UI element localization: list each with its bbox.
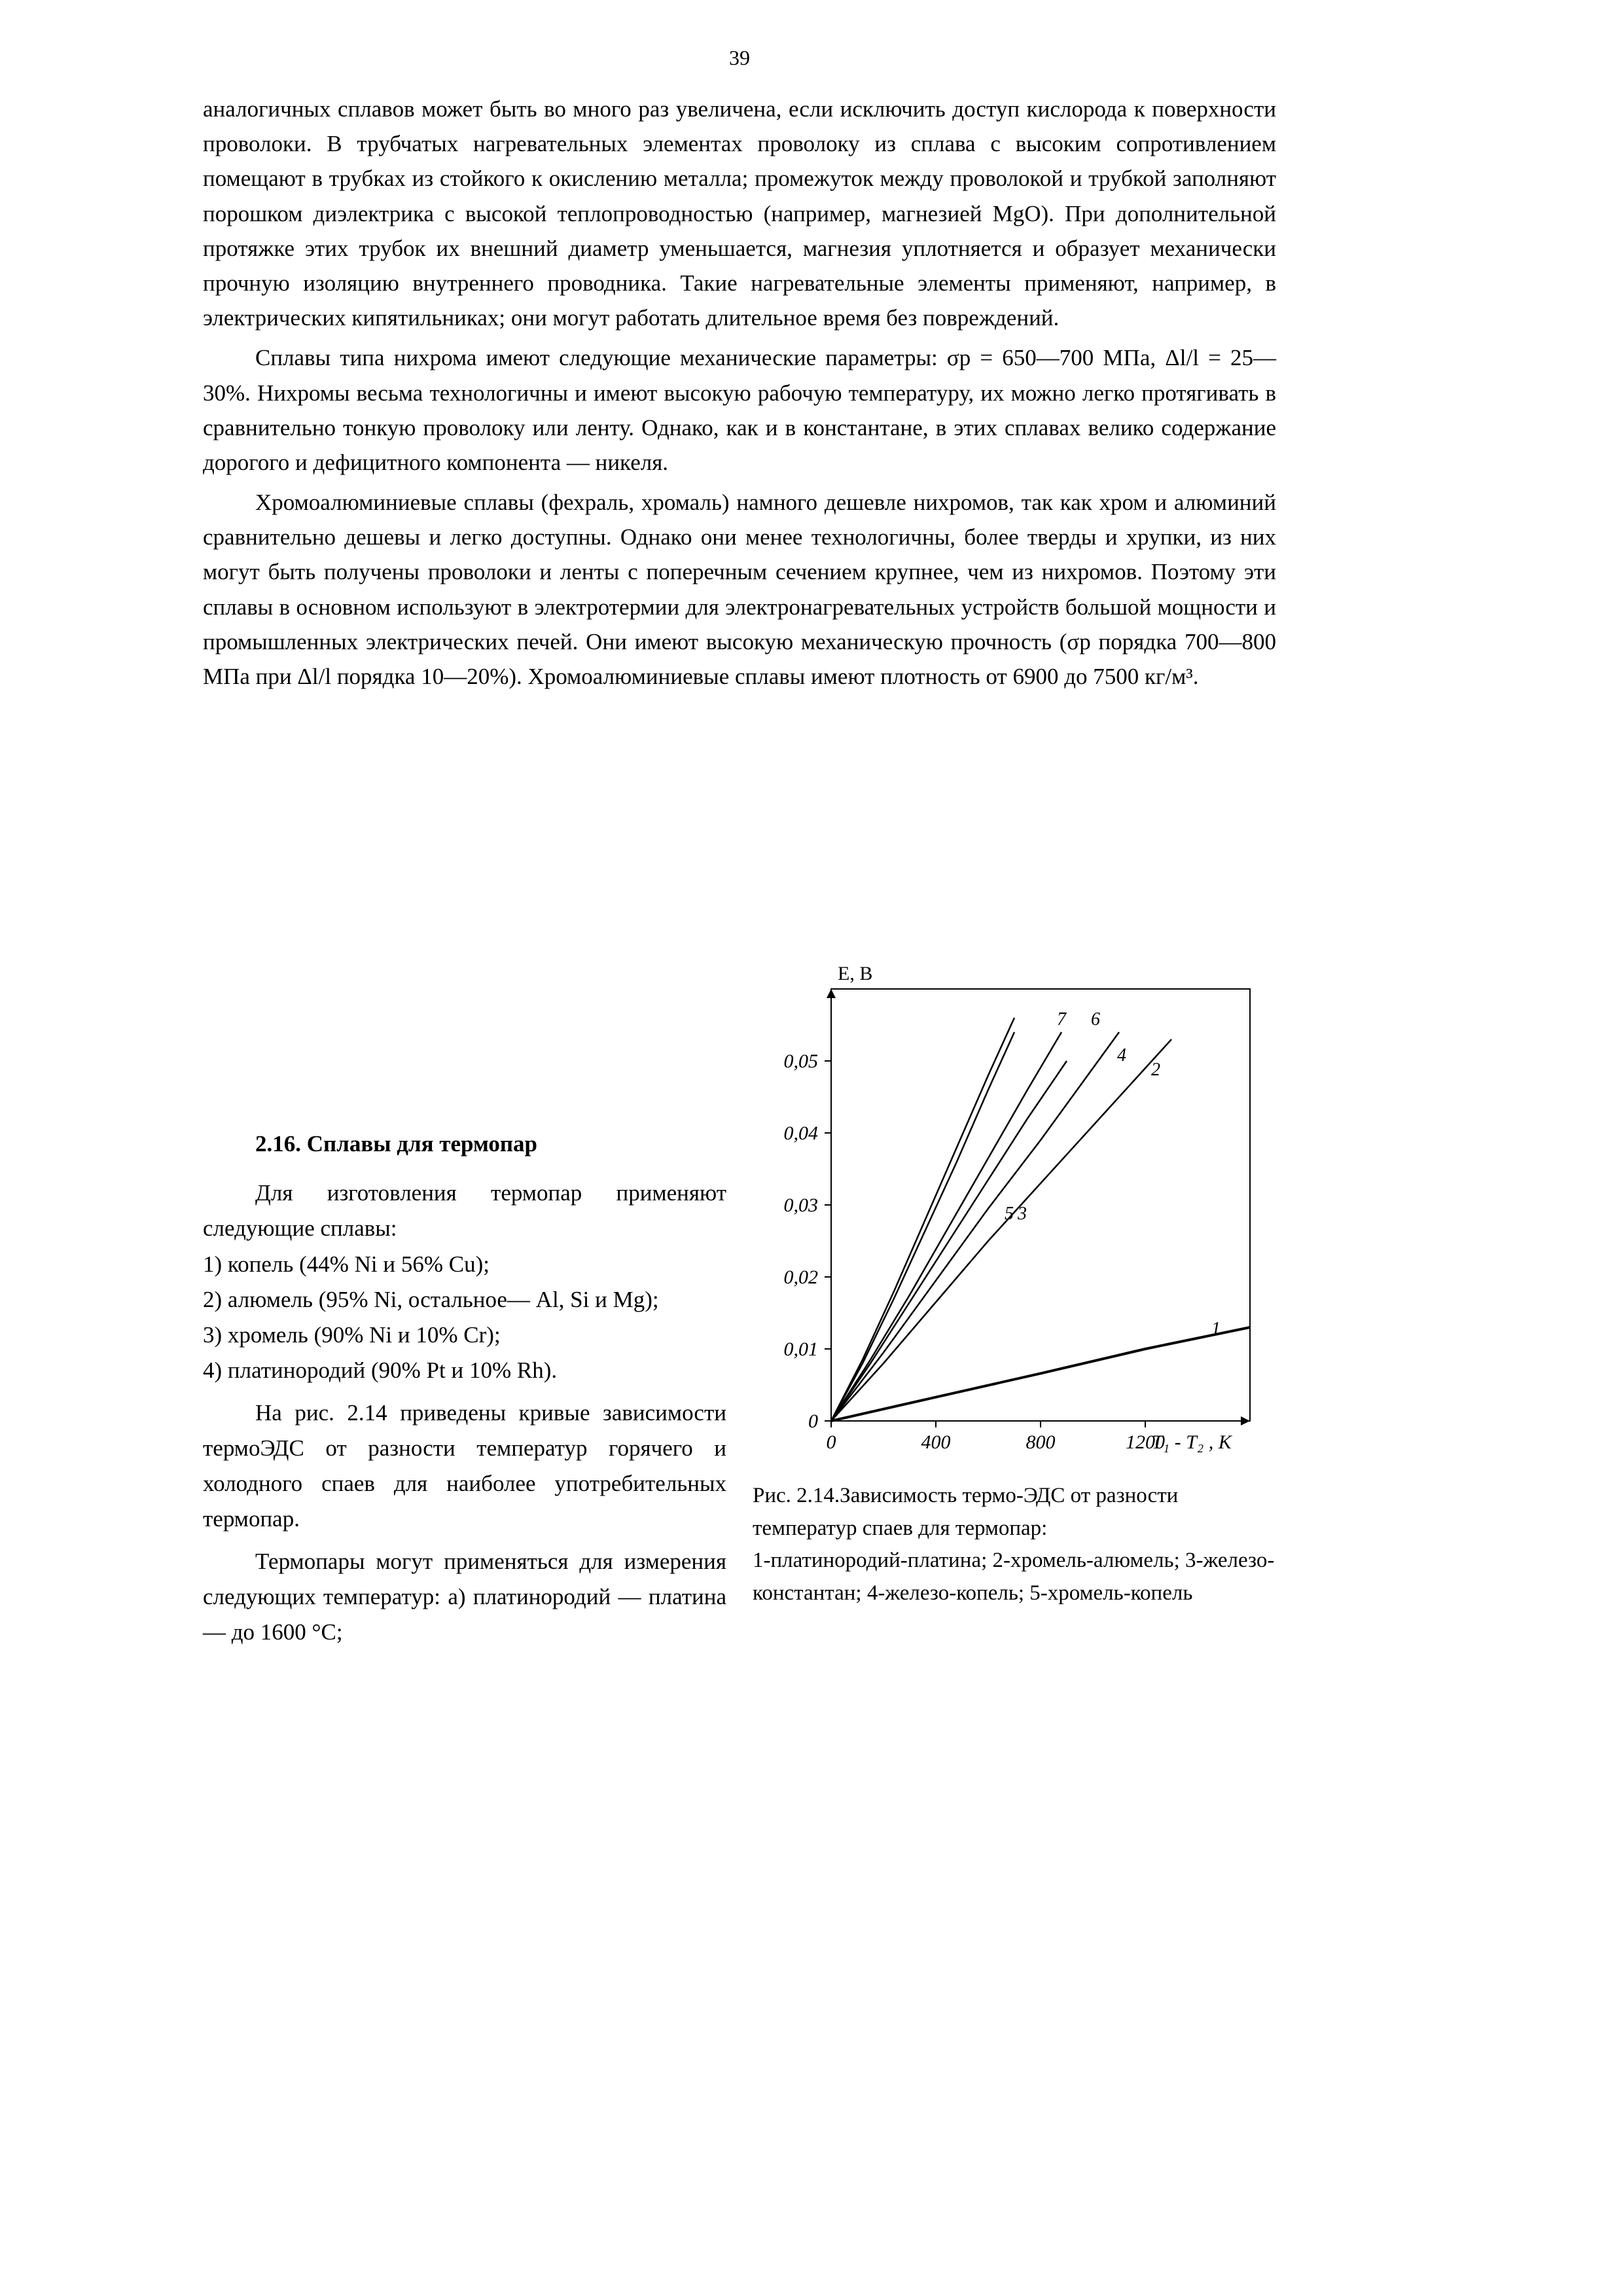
left-column: 2.16. Сплавы для термопар Для изготовлен… (203, 1106, 726, 1650)
figure-block: 00,010,020,030,040,0504008001200Е, ВT₁ -… (753, 952, 1276, 1609)
list-item-3: 3) хромель (90% Ni и 10% Cr); (203, 1318, 726, 1353)
figure-caption: Рис. 2.14.Зависимость термо-ЭДС от разно… (753, 1480, 1276, 1609)
svg-text:2: 2 (1151, 1060, 1160, 1080)
svg-text:6: 6 (1091, 1009, 1100, 1030)
thermo-emf-chart: 00,010,020,030,040,0504008001200Е, ВT₁ -… (753, 956, 1263, 1467)
svg-text:0,04: 0,04 (784, 1122, 819, 1144)
svg-text:0: 0 (827, 1431, 836, 1453)
svg-text:800: 800 (1026, 1431, 1056, 1453)
svg-text:1: 1 (1211, 1319, 1221, 1339)
section-heading: 2.16. Сплавы для термопар (203, 1131, 726, 1157)
page-number-main: 39 (729, 46, 750, 70)
svg-text:5: 5 (1005, 1204, 1014, 1224)
para-3-top: Хромоалюминиевые сплавы (фехраль, хромал… (203, 485, 1276, 694)
svg-text:400: 400 (921, 1431, 951, 1453)
svg-text:T₁ - T₂ , K: T₁ - T₂ , K (1152, 1431, 1233, 1453)
para-1: аналогичных сплавов может быть во много … (203, 92, 1276, 335)
svg-text:0: 0 (808, 1410, 818, 1432)
list-intro: Для изготовления термопар применяют след… (203, 1175, 726, 1247)
para-3-text: Хромоалюминиевые сплавы (фехраль, хромал… (203, 490, 1276, 689)
svg-text:0,03: 0,03 (784, 1194, 819, 1216)
svg-text:7: 7 (1057, 1009, 1067, 1030)
svg-text:0,02: 0,02 (784, 1266, 819, 1288)
list-item-4: 4) платинородий (90% Pt и 10% Rh). (203, 1353, 726, 1388)
para-2: Сплавы типа нихрома имеют следующие меха… (203, 340, 1276, 480)
caption-line-1: Рис. 2.14.Зависимость термо-ЭДС от разно… (753, 1484, 1178, 1540)
svg-text:3: 3 (1017, 1204, 1027, 1224)
list-item-2: 2) алюмель (95% Ni, остальное— Al, Si и … (203, 1282, 726, 1318)
svg-text:0,05: 0,05 (784, 1050, 819, 1072)
svg-text:Е, В: Е, В (838, 963, 872, 984)
para-4: На рис. 2.14 приведены кривые зависимост… (203, 1395, 726, 1537)
para-5: Термопары могут применяться для измерени… (203, 1544, 726, 1651)
caption-line-2: 1-платинородий-платина; 2-хромель-алюмел… (753, 1549, 1274, 1605)
list-item-1: 1) копель (44% Ni и 56% Cu); (203, 1247, 726, 1282)
svg-text:4: 4 (1117, 1045, 1126, 1066)
svg-text:0,01: 0,01 (784, 1338, 819, 1360)
